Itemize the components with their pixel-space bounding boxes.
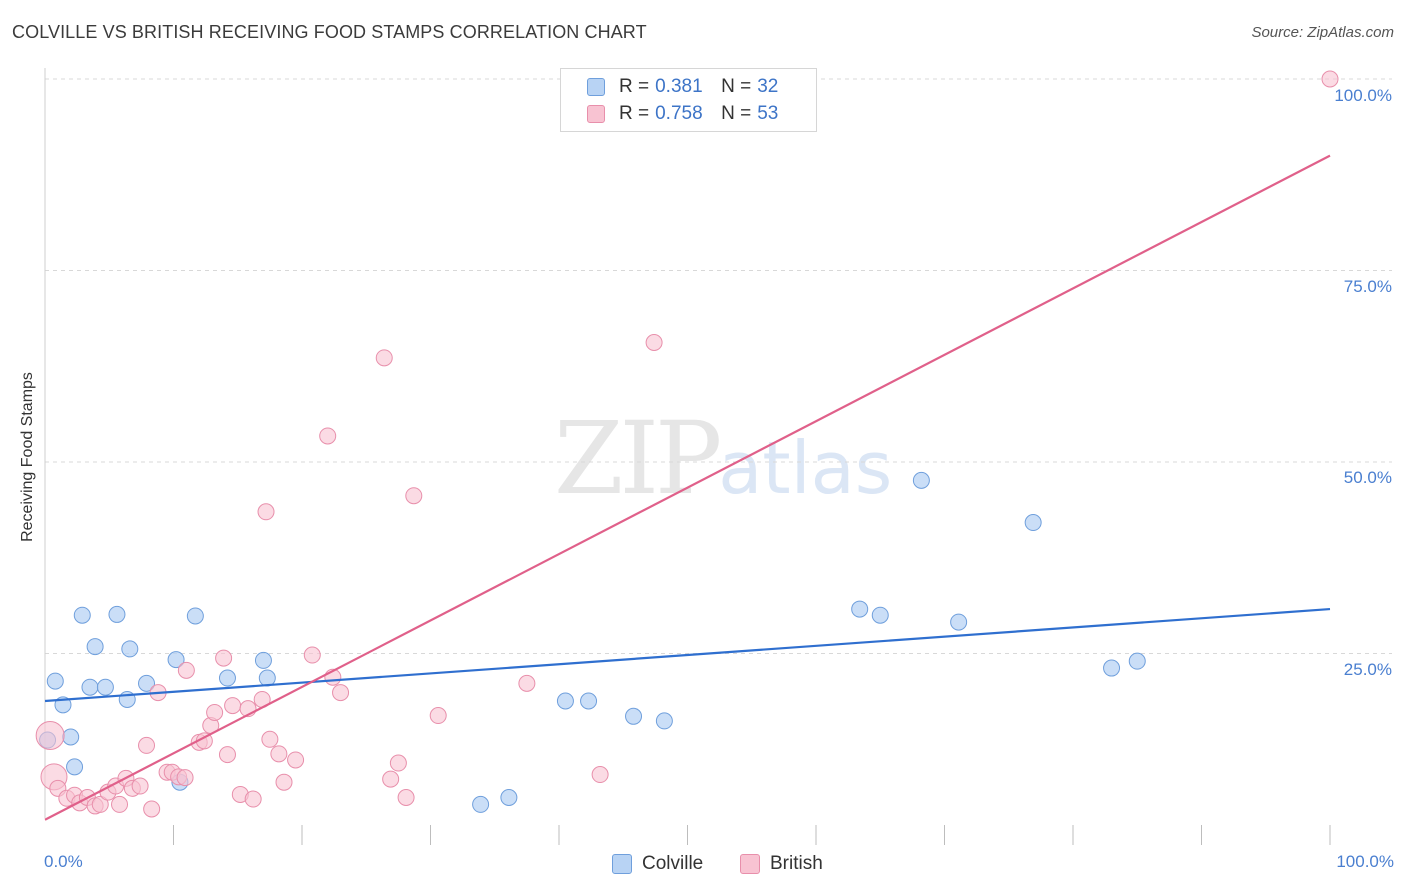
colville-point xyxy=(851,600,869,618)
colville-point xyxy=(871,606,889,624)
british-point xyxy=(131,777,149,795)
y-tick-label-50: 50.0% xyxy=(1343,468,1392,487)
british-point xyxy=(1321,70,1339,88)
colville-point xyxy=(138,674,156,692)
colville-point xyxy=(121,640,139,658)
bottom-british-label: British xyxy=(770,853,823,874)
bottom-british-swatch xyxy=(740,854,760,874)
y-tick-label-100: 100.0% xyxy=(1334,86,1392,105)
colville-point xyxy=(73,606,91,624)
british-point xyxy=(518,674,536,692)
colville-point xyxy=(167,651,185,669)
british-point xyxy=(138,736,156,754)
british-point xyxy=(218,746,236,764)
colville-r-label: R = xyxy=(619,76,650,97)
british-point xyxy=(177,661,195,679)
source-label: Source: ZipAtlas.com xyxy=(1251,24,1394,41)
colville-points xyxy=(39,471,1146,813)
colville-point xyxy=(500,789,518,807)
bottom-legend-british: British xyxy=(740,852,823,876)
british-swatch xyxy=(587,105,605,123)
colville-n-value: 32 xyxy=(757,76,779,97)
british-point xyxy=(111,795,129,813)
legend-row-colville: R = 0.381 N = 32 xyxy=(587,75,778,99)
british-point xyxy=(270,745,288,763)
british-r-value: 0.758 xyxy=(655,103,703,124)
colville-point xyxy=(655,712,673,730)
colville-trend-line xyxy=(44,607,1331,703)
colville-point xyxy=(580,692,598,710)
colville-point xyxy=(912,471,930,489)
colville-point xyxy=(218,669,236,687)
british-point xyxy=(375,349,393,367)
colville-point xyxy=(66,758,84,776)
british-r-label: R = xyxy=(619,103,650,124)
colville-point xyxy=(1128,652,1146,670)
legend: R = 0.381 N = 32 R = 0.758 N = 53 xyxy=(560,68,817,132)
watermark: ZIPatlas xyxy=(554,400,892,517)
british-point xyxy=(91,795,109,813)
grid-lines xyxy=(45,78,1392,654)
colville-r-value: 0.381 xyxy=(655,76,703,97)
trend-lines xyxy=(44,154,1331,821)
colville-point xyxy=(96,678,114,696)
x-tick-label-max: 100.0% xyxy=(1336,852,1394,871)
british-point xyxy=(275,773,293,791)
colville-point xyxy=(186,607,204,625)
british-point xyxy=(319,427,337,445)
british-n-label: N = xyxy=(721,103,752,124)
colville-point xyxy=(556,692,574,710)
colville-point xyxy=(625,707,643,725)
x-axis-ticks xyxy=(173,825,1331,845)
british-point xyxy=(35,720,65,750)
british-point xyxy=(257,503,275,521)
chart-title: COLVILLE VS BRITISH RECEIVING FOOD STAMP… xyxy=(12,22,647,42)
british-n-value: 53 xyxy=(757,103,779,124)
colville-point xyxy=(472,795,490,813)
watermark-atlas: atlas xyxy=(718,426,893,510)
british-point xyxy=(382,770,400,788)
y-tick-label-25: 25.0% xyxy=(1343,660,1392,679)
british-point xyxy=(405,487,423,505)
legend-row-british: R = 0.758 N = 53 xyxy=(587,102,778,126)
british-point xyxy=(332,684,350,702)
bottom-colville-swatch xyxy=(612,854,632,874)
watermark-zip: ZIP xyxy=(554,400,722,517)
british-point xyxy=(397,789,415,807)
british-point xyxy=(244,790,262,808)
colville-point xyxy=(86,638,104,656)
british-point xyxy=(206,703,224,721)
colville-point xyxy=(81,678,99,696)
bottom-colville-label: Colville xyxy=(642,853,704,874)
british-point xyxy=(287,751,305,769)
british-trend-line xyxy=(44,154,1331,821)
british-point xyxy=(389,754,407,772)
british-point xyxy=(224,697,242,715)
bottom-legend-colville: Colville xyxy=(612,852,703,876)
colville-point xyxy=(950,613,968,631)
colville-point xyxy=(62,728,80,746)
colville-swatch xyxy=(587,78,605,96)
colville-point xyxy=(46,672,64,690)
british-point xyxy=(261,730,279,748)
colville-point xyxy=(1103,659,1121,677)
british-point xyxy=(215,649,233,667)
british-point xyxy=(303,646,321,664)
british-points xyxy=(35,70,1339,818)
colville-n-label: N = xyxy=(721,76,752,97)
british-point xyxy=(591,766,609,784)
colville-point xyxy=(1024,514,1042,532)
british-point xyxy=(645,334,663,352)
british-point xyxy=(176,769,194,787)
british-point xyxy=(143,800,161,818)
colville-point xyxy=(254,651,272,669)
x-tick-label-min: 0.0% xyxy=(44,852,83,871)
british-point xyxy=(429,707,447,725)
y-tick-label-75: 75.0% xyxy=(1343,277,1392,296)
y-axis-label: Receiving Food Stamps xyxy=(19,372,36,542)
colville-point xyxy=(108,605,126,623)
